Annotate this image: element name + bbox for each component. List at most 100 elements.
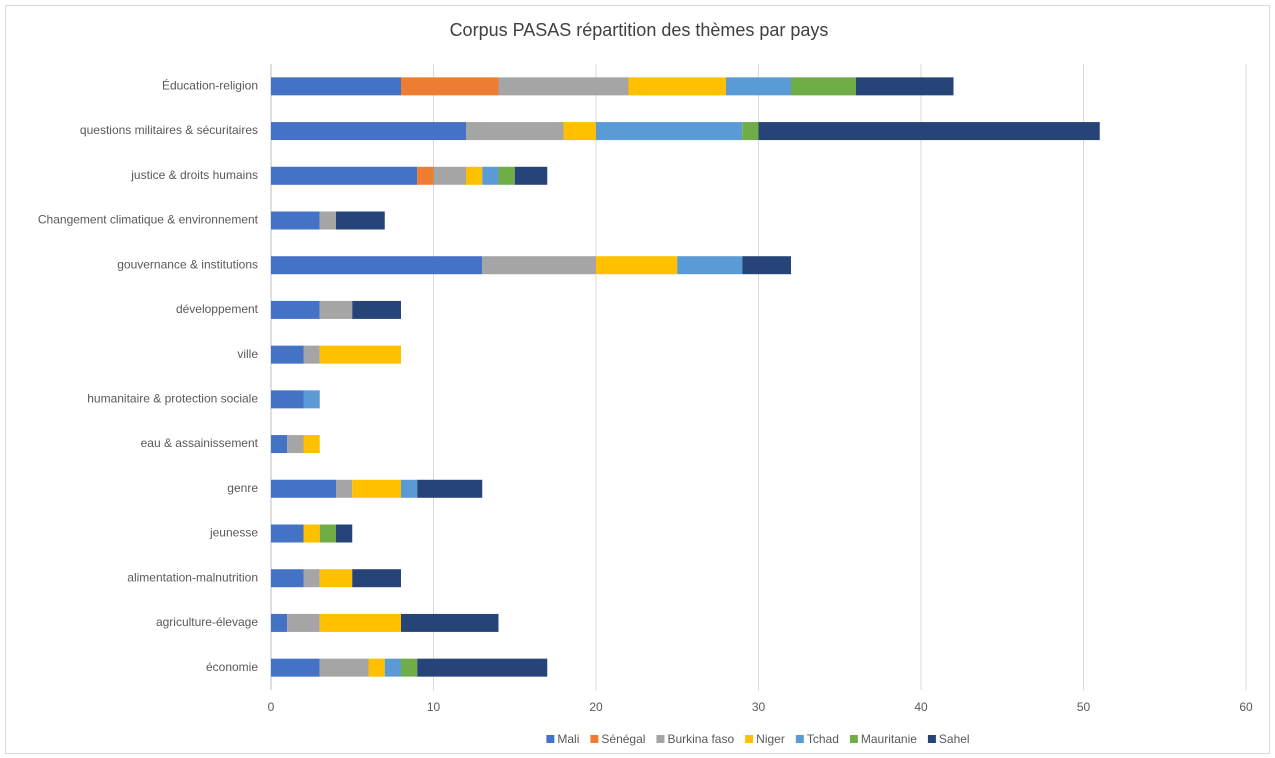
bar-segment (466, 166, 483, 185)
bar-segment (271, 390, 304, 409)
y-tick-label: agriculture-élevage (156, 615, 258, 629)
bar-segment (856, 77, 954, 96)
bar-segment (482, 256, 596, 275)
bar-segment (726, 77, 791, 96)
bar-segment (417, 479, 483, 498)
bar-segment (303, 390, 320, 409)
bar-segment (352, 300, 401, 319)
legend-label: Burkina faso (667, 732, 734, 746)
bar-segment (498, 166, 515, 185)
bar-segment (352, 569, 401, 588)
x-tick-label: 0 (268, 700, 275, 714)
y-tick-label: justice & droits humains (130, 168, 258, 182)
bar-segment (336, 479, 353, 498)
bar-segment (401, 77, 499, 96)
bar-segment (336, 211, 385, 230)
bar-segment (742, 122, 759, 141)
bar-segment (271, 256, 483, 275)
bar-segment (352, 479, 401, 498)
bar-segment (271, 345, 304, 364)
bar-segment (596, 122, 743, 141)
bar-segment (742, 256, 791, 275)
bar-segment (271, 435, 288, 454)
x-tick-label: 20 (589, 700, 603, 714)
bar-segment (401, 613, 499, 632)
legend-swatch (927, 735, 936, 743)
chart-frame (5, 5, 1270, 754)
bar-segment (466, 122, 564, 141)
y-tick-label: économie (206, 660, 258, 674)
bar-segment (319, 300, 353, 319)
legend-swatch (546, 735, 555, 743)
y-tick-label: eau & assainissement (141, 436, 259, 450)
y-tick-label: gouvernance & institutions (117, 257, 258, 271)
y-tick-label: développement (176, 302, 259, 316)
y-tick-label: questions militaires & sécuritaires (80, 123, 258, 137)
bar-segment (514, 166, 548, 185)
bar-segment (368, 658, 385, 677)
y-tick-label: Éducation-religion (162, 78, 258, 93)
bar-segment (336, 524, 353, 543)
legend-swatch (590, 735, 599, 743)
bar-segment (482, 166, 499, 185)
bar-segment (758, 122, 1100, 141)
bar-segment (319, 658, 369, 677)
bar-segment (303, 524, 320, 543)
legend-label: Sénégal (601, 732, 645, 746)
legend-label: Tchad (807, 732, 839, 746)
bar-segment (319, 211, 336, 230)
x-tick-label: 40 (914, 700, 928, 714)
bar-segment (596, 256, 678, 275)
bar-segment (417, 166, 434, 185)
bar-segment (791, 77, 856, 96)
bar-segment (271, 613, 288, 632)
legend-swatch (656, 735, 665, 743)
bar-segment (319, 345, 401, 364)
bar-segment (271, 122, 466, 141)
bar-segment (271, 479, 336, 498)
bar-segment (303, 435, 320, 454)
x-tick-label: 50 (1077, 700, 1091, 714)
bar-segment (303, 569, 320, 588)
bar-segment (319, 569, 353, 588)
bar-segment (271, 300, 320, 319)
bar-segment (677, 256, 743, 275)
legend-swatch (745, 735, 754, 743)
y-tick-label: ville (237, 347, 258, 361)
bar-segment (433, 166, 466, 185)
legend-label: Niger (756, 732, 785, 746)
legend-swatch (849, 735, 858, 743)
bar-segment (271, 211, 320, 230)
bar-segment (303, 345, 320, 364)
bar-segment (401, 479, 418, 498)
bar-segment (401, 658, 418, 677)
chart-title: Corpus PASAS répartition des thèmes par … (450, 20, 829, 40)
bar-segment (417, 658, 548, 677)
bar-segment (271, 658, 320, 677)
y-tick-label: humanitaire & protection sociale (87, 392, 258, 406)
legend-swatch (795, 735, 804, 743)
bar-segment (287, 613, 320, 632)
bar-segment (319, 613, 401, 632)
y-tick-label: genre (227, 481, 258, 495)
legend-label: Mali (557, 732, 579, 746)
bar-segment (628, 77, 726, 96)
x-tick-label: 30 (752, 700, 766, 714)
legend-label: Mauritanie (861, 732, 917, 746)
legend-label: Sahel (939, 732, 970, 746)
bar-segment (319, 524, 336, 543)
bar-segment (287, 435, 304, 454)
bar-segment (271, 569, 304, 588)
y-tick-label: jeunesse (209, 526, 258, 540)
bar-segment (271, 77, 401, 96)
bar-segment (563, 122, 596, 141)
x-tick-label: 60 (1239, 700, 1253, 714)
bar-segment (384, 658, 401, 677)
bar-segment (498, 77, 629, 96)
bar-segment (271, 166, 418, 185)
y-tick-label: alimentation-malnutrition (127, 570, 258, 584)
bar-segment (271, 524, 304, 543)
y-tick-label: Changement climatique & environnement (38, 213, 259, 227)
x-tick-label: 10 (427, 700, 441, 714)
